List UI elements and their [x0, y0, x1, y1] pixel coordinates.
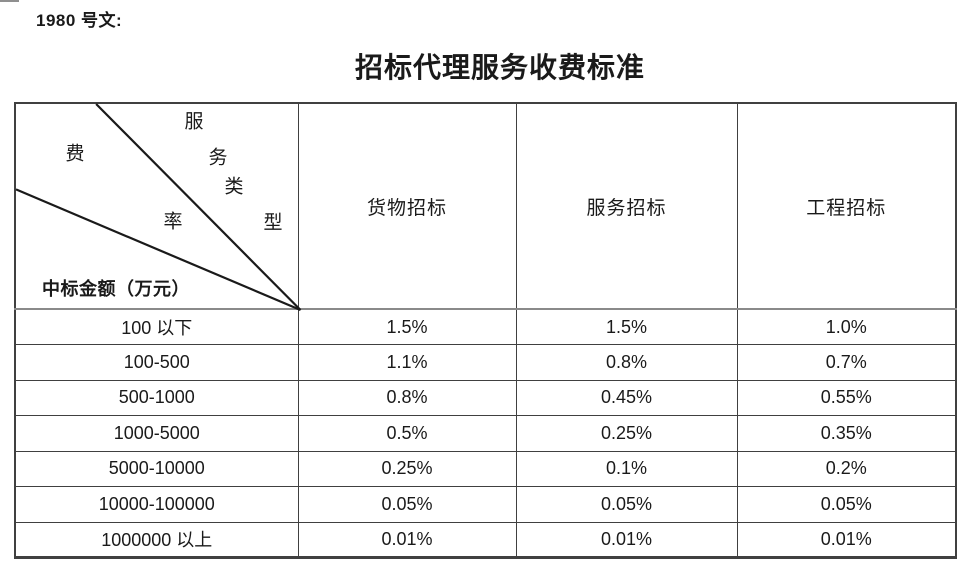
fee-standard-table: 服 务 类 型 费 率 中标金额（万元） 货物招标 服务招标 工程招标 100 … — [14, 102, 957, 559]
corner-type-char: 型 — [263, 212, 283, 234]
corner-amount-label: 中标金额（万元） — [42, 279, 190, 299]
diagonal-lines — [15, 103, 302, 312]
value-cell: 0.35% — [736, 415, 957, 452]
value-cell: 0.45% — [515, 379, 738, 416]
table-row: 5000-10000 0.25% 0.1% 0.2% — [14, 450, 957, 487]
table-row: 100-500 1.1% 0.8% 0.7% — [14, 344, 957, 381]
column-header-works: 工程招标 — [736, 102, 957, 310]
value-cell: 0.05% — [736, 486, 957, 523]
table-row: 100 以下 1.5% 1.5% 1.0% — [14, 308, 957, 345]
value-cell: 0.5% — [297, 415, 517, 452]
page-title: 招标代理服务收费标准 — [354, 53, 645, 84]
table-row: 1000-5000 0.5% 0.25% 0.35% — [14, 415, 957, 452]
corner-rate-char: 率 — [163, 211, 183, 233]
value-cell: 0.05% — [515, 486, 738, 523]
value-cell: 0.01% — [515, 521, 738, 558]
column-header-goods: 货物招标 — [297, 102, 517, 310]
table-row: 10000-100000 0.05% 0.05% 0.05% — [14, 486, 957, 523]
corner-rate-char: 费 — [65, 143, 85, 165]
doc-reference: 1980 号文: — [36, 11, 123, 30]
value-cell: 0.8% — [515, 344, 738, 381]
row-label-cell: 10000-100000 — [14, 486, 299, 523]
row-label-cell: 1000000 以上 — [14, 521, 299, 558]
value-cell: 0.25% — [515, 415, 738, 452]
value-cell: 0.01% — [736, 521, 957, 558]
corner-type-char: 务 — [208, 147, 228, 169]
value-cell: 0.05% — [297, 486, 517, 523]
row-label-cell: 500-1000 — [14, 379, 299, 416]
value-cell: 0.8% — [297, 379, 517, 416]
header-row: 服 务 类 型 费 率 中标金额（万元） 货物招标 服务招标 工程招标 — [14, 102, 957, 312]
value-cell: 0.7% — [736, 344, 957, 381]
value-cell: 0.2% — [736, 450, 957, 487]
value-cell: 1.5% — [297, 308, 517, 345]
value-cell: 1.5% — [515, 308, 738, 345]
row-label-cell: 5000-10000 — [14, 450, 299, 487]
row-label-cell: 100 以下 — [14, 308, 299, 345]
value-cell: 1.1% — [297, 344, 517, 381]
row-label-cell: 100-500 — [14, 344, 299, 381]
diagonal-corner-cell: 服 务 类 型 费 率 中标金额（万元） — [14, 102, 302, 312]
value-cell: 1.0% — [736, 308, 957, 345]
value-cell: 0.55% — [736, 379, 957, 416]
corner-type-char: 类 — [224, 176, 244, 198]
table-row: 1000000 以上 0.01% 0.01% 0.01% — [14, 521, 957, 558]
value-cell: 0.01% — [297, 521, 517, 558]
row-label-cell: 1000-5000 — [14, 415, 299, 452]
corner-type-char: 服 — [184, 111, 204, 133]
value-cell: 0.1% — [515, 450, 738, 487]
column-header-services: 服务招标 — [515, 102, 738, 310]
scan-artifact-line — [0, 0, 19, 2]
table-row: 500-1000 0.8% 0.45% 0.55% — [14, 379, 957, 416]
value-cell: 0.25% — [297, 450, 517, 487]
